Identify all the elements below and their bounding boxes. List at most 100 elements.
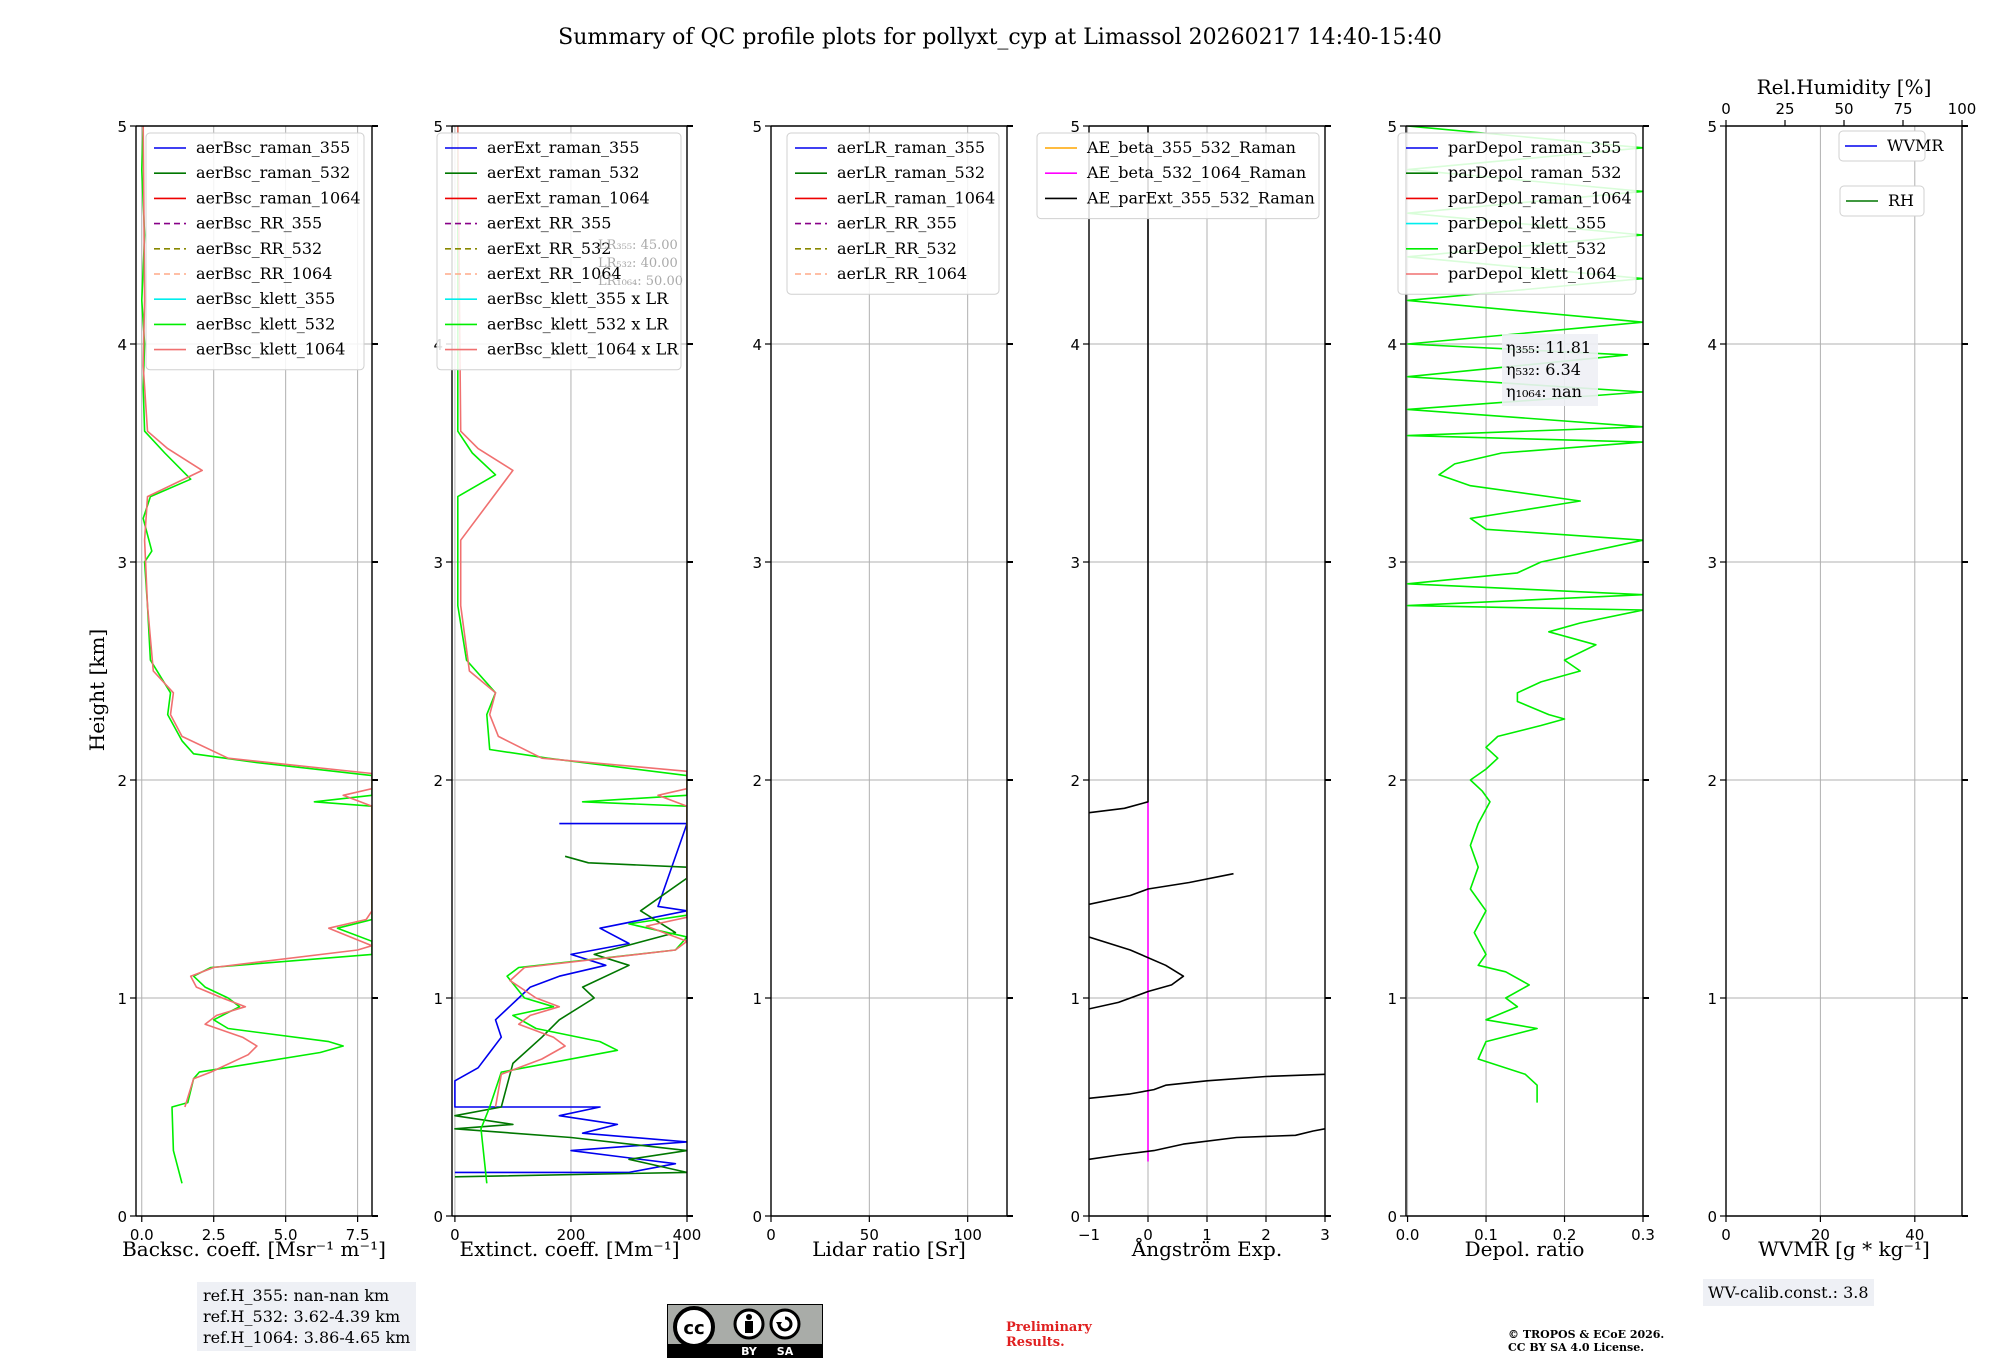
y-tick-label: 1 bbox=[1387, 990, 1397, 1008]
lidar-ratio-annotation: LR₁₀₆₄: 50.00 bbox=[598, 274, 683, 289]
x-tick-label: 1 bbox=[1202, 1226, 1212, 1244]
y-tick-label: 3 bbox=[1707, 554, 1717, 572]
y-tick-label: 4 bbox=[117, 336, 127, 354]
legend-box bbox=[145, 132, 365, 371]
legend-label: parDepol_raman_532 bbox=[1448, 163, 1621, 182]
legend-box bbox=[1397, 132, 1637, 295]
y-tick-label: 5 bbox=[1070, 118, 1080, 136]
y-tick-label: 0 bbox=[1707, 1208, 1717, 1226]
y-tick-label: 3 bbox=[1070, 554, 1080, 572]
top-x-tick-label: 25 bbox=[1775, 100, 1794, 118]
y-tick-label: 2 bbox=[1070, 772, 1080, 790]
series-line-aerExt_raman_355 bbox=[454, 822, 687, 1174]
series-line-AE_parExt_355_532_Raman bbox=[1089, 872, 1234, 906]
reference-heights-box: ref.H_355: nan-nan km ref.H_532: 3.62-4.… bbox=[197, 1282, 417, 1351]
lidar-ratio-annotation: LR₅₃₂: 40.00 bbox=[598, 256, 678, 271]
y-tick-label: 3 bbox=[117, 554, 127, 572]
series-group bbox=[1089, 126, 1325, 1162]
y-tick-label: 0 bbox=[433, 1208, 443, 1226]
x-tick-label: 20 bbox=[1811, 1226, 1830, 1244]
legend-label: WVMR bbox=[1887, 136, 1944, 155]
legend-label: parDepol_raman_355 bbox=[1448, 138, 1621, 157]
series-line-AE_parExt_355_532_Raman bbox=[1089, 936, 1185, 1010]
ref-height-355: ref.H_355: nan-nan km bbox=[203, 1286, 390, 1305]
cc-by-sa-license-badge: cc BY SA bbox=[667, 1304, 823, 1358]
y-tick-label: 0 bbox=[117, 1208, 127, 1226]
series-line-aerBsc_klett_1064 bbox=[142, 126, 372, 1108]
y-tick-label: 3 bbox=[1387, 554, 1397, 572]
y-tick-label: 4 bbox=[1707, 336, 1717, 354]
wv-calibration-constant: WV-calib.const.: 3.8 bbox=[1708, 1283, 1869, 1302]
x-axis-label: Depol. ratio bbox=[1465, 1237, 1585, 1261]
top-axis-label: Rel.Humidity [%] bbox=[1757, 75, 1932, 99]
y-tick-label: 5 bbox=[1707, 118, 1717, 136]
y-tick-label: 5 bbox=[433, 118, 443, 136]
x-axis-label: Backsc. coeff. [Msr⁻¹ m⁻¹] bbox=[122, 1237, 386, 1261]
x-axis-label: Lidar ratio [Sr] bbox=[812, 1237, 966, 1261]
legend-label: aerExt_raman_532 bbox=[487, 163, 640, 182]
y-tick-label: 4 bbox=[1070, 336, 1080, 354]
legend-label: AE_beta_532_1064_Raman bbox=[1086, 163, 1306, 182]
top-x-tick-label: 0 bbox=[1721, 100, 1731, 118]
legend-label: aerExt_RR_1064 bbox=[487, 264, 622, 283]
legend-label: RH bbox=[1888, 191, 1914, 210]
legend-box bbox=[436, 132, 682, 371]
legend-label: parDepol_klett_532 bbox=[1448, 239, 1606, 258]
x-tick-label: 0.0 bbox=[1396, 1226, 1420, 1244]
legend-label: aerLR_raman_355 bbox=[837, 138, 985, 157]
x-tick-label: 200 bbox=[557, 1226, 586, 1244]
x-tick-label: 0.2 bbox=[1553, 1226, 1577, 1244]
x-tick-label: 0 bbox=[1721, 1226, 1731, 1244]
x-tick-label: 7.5 bbox=[346, 1226, 370, 1244]
height-axis-label: Height [km] bbox=[85, 629, 109, 751]
series-line-AE_parExt_355_532_Raman bbox=[1089, 1073, 1325, 1100]
top-x-tick-label: 50 bbox=[1834, 100, 1853, 118]
eta-annotation: η₃₅₅: 11.81 bbox=[1506, 338, 1591, 357]
y-tick-label: 2 bbox=[1387, 772, 1397, 790]
legend-label: aerLR_raman_532 bbox=[837, 163, 985, 182]
legend-label: parDepol_raman_1064 bbox=[1448, 188, 1632, 207]
legend-label: aerLR_RR_1064 bbox=[837, 264, 967, 283]
preliminary-line-2: Results. bbox=[1006, 1335, 1065, 1350]
y-tick-label: 5 bbox=[752, 118, 762, 136]
legend-label: aerLR_RR_355 bbox=[837, 214, 957, 233]
legend-label: aerBsc_klett_532 x LR bbox=[487, 314, 669, 333]
copyright-line-1: © TROPOS & ECoE 2026. bbox=[1508, 1328, 1665, 1341]
panel-depol: 0 1 2 3 4 5 0.0 0.1 0.2 0.3 Depol. ratio parDepol_r… bbox=[1387, 118, 1654, 1261]
y-tick-label: 4 bbox=[752, 336, 762, 354]
legend-box-wvmr bbox=[1838, 130, 1926, 162]
y-tick-label: 0 bbox=[752, 1208, 762, 1226]
legend-label: parDepol_klett_1064 bbox=[1448, 264, 1617, 283]
series-line-aerBsc_klett_532 x LR bbox=[457, 126, 687, 1184]
lidar-ratio-annotation: LR₃₅₅: 45.00 bbox=[598, 238, 678, 253]
legend-label: aerBsc_raman_1064 bbox=[196, 188, 361, 207]
y-tick-label: 1 bbox=[1070, 990, 1080, 1008]
x-axis-label: WVMR [g * kg⁻¹] bbox=[1758, 1237, 1930, 1261]
by-label: BY bbox=[741, 1345, 758, 1358]
legend-label: aerExt_raman_1064 bbox=[487, 188, 650, 207]
x-axis-label: Ångström Exp. bbox=[1131, 1236, 1282, 1261]
legend-label: AE_parExt_355_532_Raman bbox=[1086, 188, 1315, 207]
preliminary-line-1: Preliminary bbox=[1006, 1320, 1092, 1335]
series-group bbox=[141, 126, 372, 1184]
top-x-tick-label: 75 bbox=[1893, 100, 1912, 118]
legend-label: aerBsc_klett_355 x LR bbox=[487, 289, 669, 308]
series-line-aerBsc_klett_1064 x LR bbox=[457, 126, 687, 1108]
x-tick-label: −1 bbox=[1078, 1226, 1100, 1244]
eta-box bbox=[1502, 334, 1598, 406]
x-tick-label: 0.0 bbox=[130, 1226, 154, 1244]
preliminary-results-note: Preliminary Results. bbox=[1006, 1320, 1092, 1350]
y-tick-label: 1 bbox=[752, 990, 762, 1008]
y-tick-label: 1 bbox=[433, 990, 443, 1008]
eta-annotation: η₅₃₂: 6.34 bbox=[1506, 360, 1581, 379]
legend-label: aerBsc_klett_355 bbox=[196, 289, 335, 308]
legend-label: aerBsc_RR_355 bbox=[196, 214, 322, 233]
legend-box bbox=[1036, 132, 1320, 220]
x-tick-label: 0 bbox=[766, 1226, 776, 1244]
series-line-aerBsc_klett_532 bbox=[141, 126, 372, 1184]
sa-share-alike-icon bbox=[769, 1308, 801, 1340]
